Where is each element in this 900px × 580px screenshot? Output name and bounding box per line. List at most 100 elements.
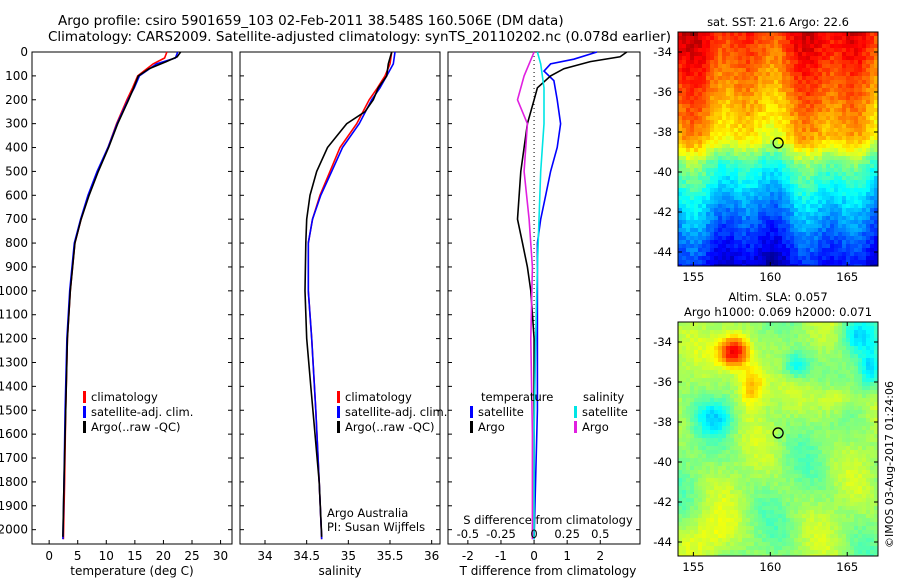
difference-series-1 (516, 51, 628, 540)
title-line-1: Argo profile: csiro 5901659_103 02-Feb-2… (58, 13, 564, 29)
temperature-legend-swatch (83, 421, 86, 433)
depth-tick-label: 900 (5, 260, 28, 274)
sst-map-frame (677, 31, 879, 267)
difference-panel: -2 -0.5 -1 -0.25 0 0 1 0.25 2 0.5S difference fro… (447, 51, 641, 578)
salinity-panel: 34 34.5 35 35.5 36 salinity climatologysatelli… (239, 51, 447, 578)
temperature-xtick-label: 10 (99, 549, 114, 563)
difference-x2tick-label: 0.25 (554, 527, 580, 541)
difference-xtick-label: 0 (530, 549, 538, 563)
sla-map-ytick-label: -40 (653, 455, 672, 469)
depth-tick-label: 2000 (0, 523, 28, 537)
credit-text: Argo Australia (327, 506, 408, 520)
difference-x2tick-label: 0.5 (591, 527, 609, 541)
legend-salinity-satellite: satellite (582, 405, 628, 419)
difference-xtick-label: -2 (462, 549, 474, 563)
legend-salinity-header: salinity (583, 390, 624, 404)
sla-map-xtick-label: 165 (836, 560, 858, 574)
sla-map-title: Altim. SLA: 0.057 (728, 290, 827, 304)
salinity-legend-climatology: climatology (345, 390, 412, 404)
depth-tick-label: 1000 (0, 284, 28, 298)
depth-tick-label: 0 (20, 45, 28, 59)
legend-salinity-swatch (574, 406, 577, 418)
sst-map-ytick-label: -36 (653, 85, 672, 99)
sst-map-ytick-label: -34 (653, 45, 672, 59)
temperature-xtick-label: 20 (156, 549, 171, 563)
temperature-legend-argo: Argo(..raw -QC) (91, 420, 181, 434)
temperature-legend-satellite_adj: satellite-adj. clim. (91, 405, 193, 419)
sst-map-ytick-label: -42 (653, 205, 672, 219)
depth-tick-label: 500 (5, 164, 28, 178)
difference-x2tick-label: -0.25 (486, 527, 516, 541)
sla-map-ytick-label: -36 (653, 375, 672, 389)
temperature-series-2 (62, 51, 182, 537)
temperature-legend-climatology: climatology (91, 390, 158, 404)
sla-map: -34 -36 -38 -40 -42 -44 155 160 165 (653, 321, 879, 574)
difference-series-2 (533, 51, 545, 540)
title-line-2: Climatology: CARS2009. Satellite-adjuste… (48, 29, 671, 45)
legend-temperature-header: temperature (481, 390, 553, 404)
salinity-panel-frame (239, 51, 441, 545)
difference-x2tick-label: 0 (530, 527, 537, 541)
salinity-xtick-label: 34.5 (293, 549, 320, 563)
sla-map-ytick-label: -38 (653, 415, 672, 429)
depth-tick-label: 1700 (0, 451, 28, 465)
temperature-axis-label: temperature (deg C) (70, 564, 193, 578)
imos-stamp: ©IMOS 03-Aug-2017 01:24:06 (883, 381, 896, 548)
sla-map-subtitle: Argo h1000: 0.069 h2000: 0.071 (684, 305, 872, 319)
depth-tick-label: 400 (5, 141, 28, 155)
sla-map-cells (678, 322, 879, 557)
sst-map-ytick-label: -40 (653, 165, 672, 179)
temperature-xtick-label: 15 (127, 549, 142, 563)
legend-temperature-swatch (470, 406, 473, 418)
depth-tick-label: 1800 (0, 475, 28, 489)
salinity-legend-satellite_adj: satellite-adj. clim. (345, 405, 447, 419)
temperature-xtick-label: 0 (45, 549, 53, 563)
salinity-legend-argo: Argo(..raw -QC) (345, 420, 435, 434)
temperature-legend-swatch (83, 406, 86, 418)
salinity-xtick-label: 35.5 (377, 549, 404, 563)
salinity-xtick-label: 34 (257, 549, 272, 563)
sla-map-ytick-label: -34 (653, 335, 672, 349)
salinity-xtick-label: 36 (424, 549, 439, 563)
salinity-legend-swatch (337, 421, 340, 433)
depth-tick-label: 1200 (0, 332, 28, 346)
sst-map-xtick-label: 165 (836, 270, 858, 284)
sst-map-xtick-label: 155 (682, 270, 704, 284)
depth-tick-label: 1100 (0, 308, 28, 322)
temperature-xtick-label: 5 (74, 549, 82, 563)
sst-map-title: sat. SST: 21.6 Argo: 22.6 (707, 15, 849, 29)
legend-temperature-satellite: satellite (478, 405, 524, 419)
temperature-panel: 0100200300400500600700800900100011001200… (0, 45, 233, 578)
difference-xtick-label: -1 (495, 549, 507, 563)
legend-salinity-swatch (574, 421, 577, 433)
sla-map-xtick-label: 160 (759, 560, 781, 574)
depth-tick-label: 1300 (0, 355, 28, 369)
salinity-legend-swatch (337, 406, 340, 418)
sst-map-cells (678, 32, 879, 267)
salinity-series-2 (304, 51, 393, 537)
depth-tick-label: 1400 (0, 379, 28, 393)
legend-temperature-swatch (470, 421, 473, 433)
sla-map-xtick-label: 155 (682, 560, 704, 574)
sst-map: -34 -36 -38 -40 -42 -44 155 160 165 (653, 31, 879, 284)
depth-tick-label: 700 (5, 212, 28, 226)
sla-map-frame (677, 321, 879, 557)
sst-map-ytick-label: -38 (653, 125, 672, 139)
depth-tick-label: 1900 (0, 499, 28, 513)
depth-tick-label: 800 (5, 236, 28, 250)
temperature-xtick-label: 30 (213, 549, 228, 563)
sst-map-xtick-label: 160 (759, 270, 781, 284)
sst-map-argo-marker (772, 137, 784, 149)
difference-xtick-label: 1 (563, 549, 571, 563)
sla-map-ytick-label: -42 (653, 495, 672, 509)
sla-map-ytick-label: -44 (653, 535, 672, 549)
salinity-axis-label: salinity (318, 564, 361, 578)
temperature-panel-frame (31, 51, 233, 545)
salinity-xtick-label: 35 (341, 549, 356, 563)
legend-temperature-argo_short: Argo (478, 420, 505, 434)
difference-x2tick-label: -0.5 (457, 527, 479, 541)
salinity-difference-label: S difference from climatology (463, 513, 633, 527)
temperature-difference-label: T difference from climatology (459, 564, 637, 578)
depth-tick-label: 600 (5, 188, 28, 202)
